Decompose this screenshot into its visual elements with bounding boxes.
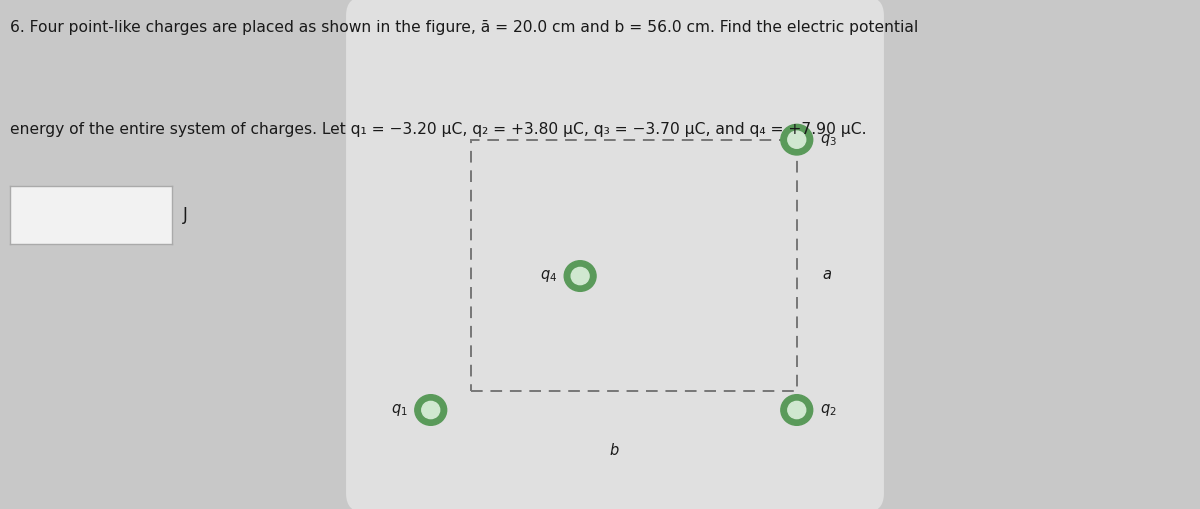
Circle shape <box>571 267 589 285</box>
Text: energy of the entire system of charges. Let q₁ = −3.20 μC, q₂ = +3.80 μC, q₃ = −: energy of the entire system of charges. … <box>10 122 866 137</box>
Circle shape <box>788 131 805 148</box>
Circle shape <box>781 124 812 155</box>
Text: $q_1$: $q_1$ <box>390 402 407 418</box>
FancyBboxPatch shape <box>346 0 884 509</box>
Circle shape <box>415 394 446 426</box>
Text: $q_4$: $q_4$ <box>540 268 557 284</box>
Bar <box>470 139 797 391</box>
Circle shape <box>788 402 805 418</box>
Circle shape <box>781 394 812 426</box>
Text: b: b <box>610 443 618 458</box>
Text: $q_3$: $q_3$ <box>820 132 838 148</box>
Text: J: J <box>182 206 187 224</box>
Text: $q_2$: $q_2$ <box>820 402 836 418</box>
Circle shape <box>421 402 439 418</box>
Text: a: a <box>823 267 832 282</box>
Circle shape <box>564 261 596 291</box>
Text: 6. Four point-like charges are placed as shown in the figure, ā = 20.0 cm and b : 6. Four point-like charges are placed as… <box>10 20 918 35</box>
